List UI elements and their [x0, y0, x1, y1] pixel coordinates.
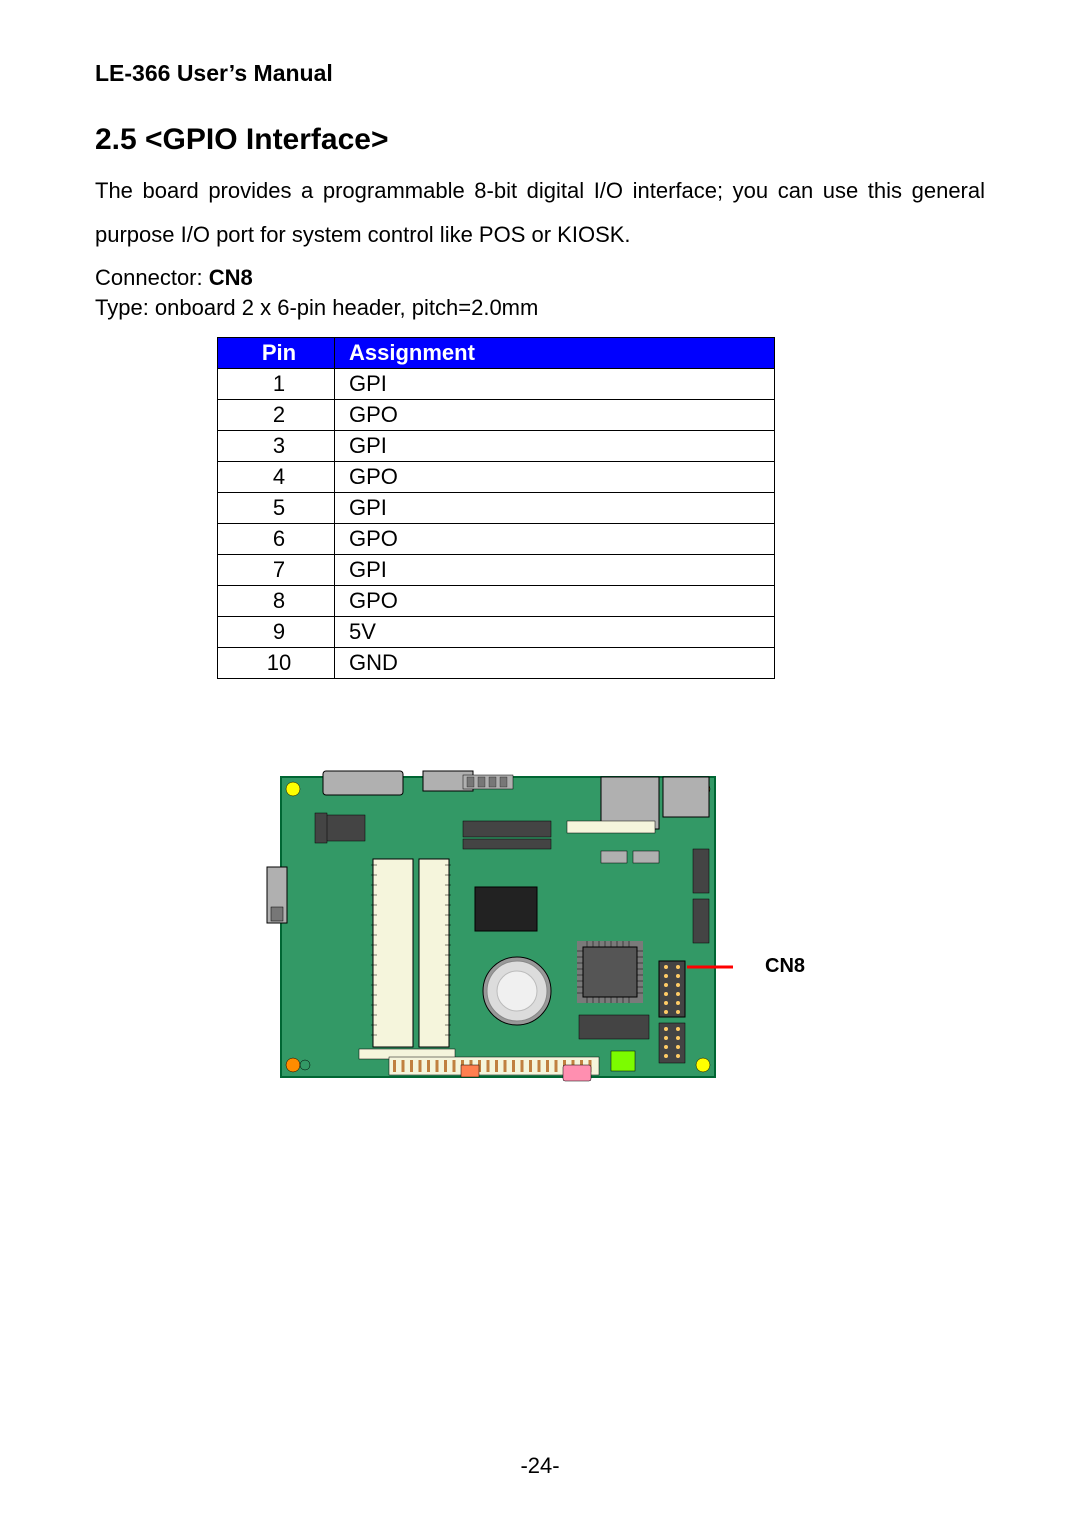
table-header-assignment: Assignment — [335, 338, 775, 369]
cell-pin: 10 — [218, 648, 335, 679]
cell-pin: 3 — [218, 431, 335, 462]
cell-pin: 8 — [218, 586, 335, 617]
table-row: 2GPO — [218, 400, 775, 431]
cell-assign: 5V — [335, 617, 775, 648]
cn8-callout-label: CN8 — [765, 955, 805, 978]
cell-pin: 5 — [218, 493, 335, 524]
pin-assignment-table: Pin Assignment 1GPI 2GPO 3GPI 4GPO 5GPI … — [217, 337, 775, 679]
cell-assign: GPI — [335, 493, 775, 524]
cell-pin: 4 — [218, 462, 335, 493]
table-row: 1GPI — [218, 369, 775, 400]
cell-assign: GPI — [335, 369, 775, 400]
board-svg-icon — [263, 759, 733, 1095]
table-row: 3GPI — [218, 431, 775, 462]
cell-assign: GPI — [335, 555, 775, 586]
cell-assign: GPO — [335, 400, 775, 431]
table-row: 6GPO — [218, 524, 775, 555]
table-row: 8GPO — [218, 586, 775, 617]
cell-pin: 6 — [218, 524, 335, 555]
table-row: 7GPI — [218, 555, 775, 586]
cell-assign: GPO — [335, 586, 775, 617]
table-header-pin: Pin — [218, 338, 335, 369]
cell-assign: GND — [335, 648, 775, 679]
connector-line: Connector: CN8 — [95, 263, 985, 293]
cell-pin: 1 — [218, 369, 335, 400]
page: LE-366 User’s Manual 2.5 <GPIO Interface… — [0, 0, 1080, 1529]
cell-assign: GPI — [335, 431, 775, 462]
connector-label: Connector: — [95, 265, 209, 290]
header-title: LE-366 User’s Manual — [95, 60, 985, 87]
cell-assign: GPO — [335, 524, 775, 555]
table-header-row: Pin Assignment — [218, 338, 775, 369]
type-line: Type: onboard 2 x 6-pin header, pitch=2.… — [95, 293, 985, 323]
table-row: 95V — [218, 617, 775, 648]
page-number: -24- — [0, 1453, 1080, 1479]
connector-name: CN8 — [209, 265, 253, 290]
cell-assign: GPO — [335, 462, 775, 493]
table-row: 4GPO — [218, 462, 775, 493]
section-title: 2.5 <GPIO Interface> — [95, 123, 985, 157]
cell-pin: 7 — [218, 555, 335, 586]
cell-pin: 9 — [218, 617, 335, 648]
cell-pin: 2 — [218, 400, 335, 431]
board-diagram: CN8 — [263, 759, 733, 1095]
table-row: 5GPI — [218, 493, 775, 524]
section-paragraph: The board provides a programmable 8-bit … — [95, 169, 985, 257]
table-row: 10GND — [218, 648, 775, 679]
